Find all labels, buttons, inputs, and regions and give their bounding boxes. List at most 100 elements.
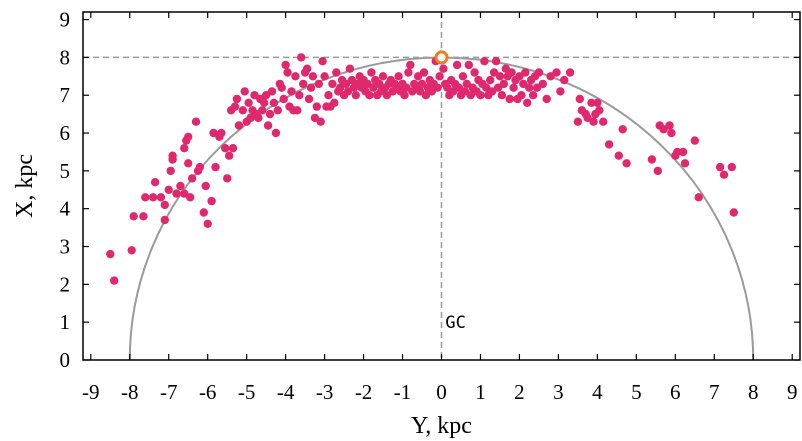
data-point — [228, 144, 238, 153]
data-point — [316, 117, 325, 126]
data-point — [365, 91, 374, 100]
data-point — [238, 106, 247, 115]
data-point — [207, 196, 216, 206]
data-point — [560, 75, 569, 85]
data-point — [127, 246, 136, 255]
data-point — [680, 159, 690, 168]
data-point — [653, 166, 662, 176]
data-point — [281, 60, 290, 70]
data-point — [191, 117, 201, 126]
x-tick-label: -1 — [394, 380, 412, 404]
data-point — [328, 79, 337, 89]
data-point — [552, 68, 561, 77]
data-point — [665, 121, 674, 130]
data-point — [622, 159, 631, 168]
y-tick-label: 2 — [60, 272, 71, 296]
x-tick-label: 4 — [592, 380, 603, 404]
data-point — [573, 117, 583, 126]
y-tick-label: 7 — [60, 83, 71, 107]
y-tick-label: 5 — [60, 159, 71, 183]
data-point — [458, 72, 468, 81]
x-tick-label: 8 — [748, 380, 759, 404]
data-point — [201, 181, 210, 191]
data-point — [164, 185, 173, 194]
data-point — [505, 94, 514, 104]
data-point — [719, 170, 729, 179]
x-tick-label: -9 — [82, 380, 100, 404]
x-tick-label: 2 — [514, 380, 525, 404]
y-tick-labels: 0 1 2 3 4 5 6 7 8 9 — [60, 8, 71, 372]
data-point — [404, 68, 413, 77]
x-tick-label: 6 — [670, 380, 681, 404]
data-point — [240, 87, 249, 96]
data-point — [287, 87, 296, 96]
data-point — [509, 83, 518, 92]
data-point — [439, 64, 448, 73]
data-point — [528, 91, 538, 100]
data-point — [211, 162, 220, 172]
data-point — [593, 98, 602, 108]
data-point — [273, 106, 282, 115]
data-point — [647, 155, 657, 164]
data-point — [694, 193, 703, 202]
data-point — [517, 91, 526, 100]
data-point — [324, 91, 333, 100]
data-point — [394, 72, 403, 81]
data-point — [265, 109, 275, 119]
data-point — [345, 64, 355, 73]
data-point — [217, 128, 226, 138]
x-tick-label: -2 — [355, 380, 373, 404]
data-point — [599, 117, 608, 126]
data-point — [160, 200, 169, 210]
data-point — [271, 128, 281, 138]
x-axis-title: Y, kpc — [411, 413, 472, 439]
data-point — [486, 75, 495, 85]
data-point — [538, 79, 547, 89]
data-point — [224, 151, 234, 160]
y-tick-label: 9 — [60, 8, 71, 32]
data-point — [297, 53, 306, 62]
data-point — [476, 91, 485, 100]
data-point — [435, 72, 444, 81]
data-point — [312, 102, 321, 111]
data-point — [318, 57, 327, 66]
data-point — [203, 219, 212, 228]
data-point — [199, 208, 208, 217]
data-point — [269, 98, 279, 108]
data-point — [168, 151, 177, 160]
data-point — [614, 151, 623, 160]
x-tick-label: -3 — [316, 380, 334, 404]
data-point — [556, 87, 565, 96]
data-point — [534, 68, 544, 77]
data-point — [258, 106, 267, 115]
data-point — [604, 140, 614, 149]
x-tick-label: 7 — [709, 380, 720, 404]
x-tick-label: -4 — [277, 380, 295, 404]
data-point — [495, 72, 505, 81]
data-point — [172, 189, 181, 198]
data-point — [727, 162, 736, 172]
data-point — [497, 91, 507, 100]
data-point — [367, 68, 376, 77]
data-point — [186, 193, 195, 202]
data-point — [150, 178, 160, 187]
x-tick-label: 1 — [475, 380, 486, 404]
data-point — [618, 125, 627, 134]
y-tick-label: 8 — [60, 45, 71, 69]
data-point — [507, 68, 516, 77]
data-point — [223, 174, 232, 183]
y-tick-label: 6 — [60, 121, 71, 145]
data-point — [678, 147, 688, 157]
data-point — [195, 162, 205, 172]
data-point — [232, 94, 242, 104]
data-point — [148, 193, 158, 202]
data-point — [156, 193, 166, 202]
x-tick-label: 0 — [436, 380, 447, 404]
data-point — [419, 68, 429, 77]
data-point — [184, 159, 193, 168]
data-point — [673, 147, 682, 157]
data-point — [400, 91, 409, 100]
data-point — [293, 106, 302, 115]
x-tick-label: -5 — [238, 380, 256, 404]
